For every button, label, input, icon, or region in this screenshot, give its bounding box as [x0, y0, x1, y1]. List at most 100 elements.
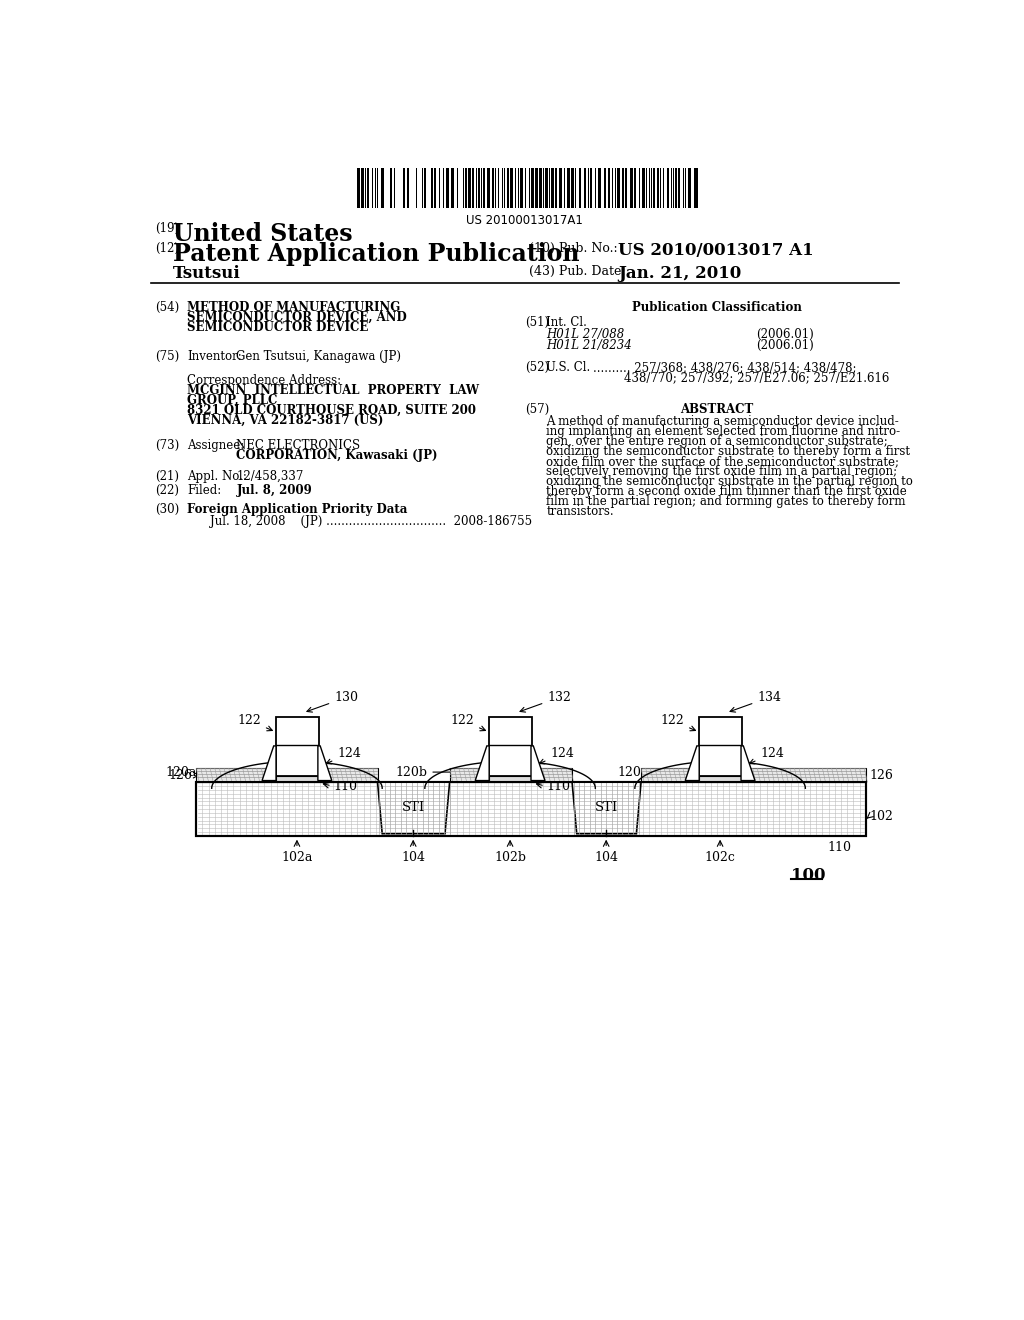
- Bar: [642, 168, 645, 207]
- Bar: [551, 168, 554, 207]
- Bar: [483, 168, 484, 207]
- Bar: [457, 168, 458, 207]
- Bar: [368, 168, 369, 207]
- Polygon shape: [378, 781, 450, 834]
- Bar: [465, 168, 467, 207]
- Text: 122: 122: [238, 714, 272, 731]
- Text: 438/770; 257/392; 257/E27.06; 257/E21.616: 438/770; 257/392; 257/E27.06; 257/E21.61…: [624, 371, 890, 384]
- Bar: [407, 168, 410, 207]
- Polygon shape: [317, 746, 332, 780]
- Polygon shape: [741, 746, 755, 780]
- Bar: [555, 168, 557, 207]
- Bar: [524, 168, 526, 207]
- Bar: [495, 168, 496, 207]
- Bar: [498, 168, 500, 207]
- Text: Correspondence Address:: Correspondence Address:: [187, 374, 341, 387]
- Text: 102c: 102c: [705, 851, 735, 865]
- Bar: [472, 168, 474, 207]
- Text: (52): (52): [525, 360, 550, 374]
- Bar: [656, 168, 658, 207]
- Text: Gen Tsutsui, Kanagawa (JP): Gen Tsutsui, Kanagawa (JP): [237, 350, 401, 363]
- Bar: [630, 168, 633, 207]
- Text: 120b: 120b: [395, 766, 469, 779]
- Text: 134: 134: [730, 690, 781, 711]
- Text: SEMICONDUCTOR DEVICE: SEMICONDUCTOR DEVICE: [187, 321, 369, 334]
- Text: Appl. No.:: Appl. No.:: [187, 470, 247, 483]
- Text: H01L 27/088: H01L 27/088: [547, 327, 625, 341]
- Text: 110: 110: [547, 780, 570, 793]
- Text: 8321 OLD COURTHOUSE ROAD, SUITE 200: 8321 OLD COURTHOUSE ROAD, SUITE 200: [187, 404, 476, 417]
- Bar: [438, 168, 440, 207]
- Bar: [634, 168, 636, 207]
- Bar: [424, 168, 426, 207]
- Text: Jan. 21, 2010: Jan. 21, 2010: [617, 264, 741, 281]
- Bar: [639, 168, 640, 207]
- Bar: [671, 168, 672, 207]
- Bar: [675, 168, 677, 207]
- Text: 124: 124: [750, 747, 784, 764]
- Text: 130: 130: [307, 690, 358, 711]
- Bar: [559, 168, 562, 207]
- Bar: [276, 717, 318, 776]
- Text: (54): (54): [155, 301, 179, 314]
- Bar: [416, 168, 417, 207]
- Bar: [663, 168, 665, 207]
- Bar: [431, 168, 432, 207]
- Text: Patent Application Publication: Patent Application Publication: [173, 243, 580, 267]
- Bar: [595, 168, 596, 207]
- Bar: [518, 168, 519, 207]
- Text: gen, over the entire region of a semiconductor substrate;: gen, over the entire region of a semicon…: [547, 434, 888, 447]
- Bar: [486, 168, 489, 207]
- Bar: [477, 168, 480, 207]
- Text: Filed:: Filed:: [187, 484, 221, 498]
- Text: (75): (75): [155, 350, 179, 363]
- Text: Jul. 8, 2009: Jul. 8, 2009: [237, 484, 312, 498]
- Text: 12/458,337: 12/458,337: [237, 470, 304, 483]
- Bar: [678, 168, 680, 207]
- Text: (10) Pub. No.:: (10) Pub. No.:: [529, 243, 618, 255]
- Text: 126: 126: [169, 768, 193, 781]
- Bar: [607, 168, 610, 207]
- Bar: [377, 168, 378, 207]
- Bar: [394, 168, 395, 207]
- Text: (2006.01): (2006.01): [756, 339, 813, 351]
- Text: 124: 124: [540, 747, 574, 764]
- Bar: [356, 168, 359, 207]
- Text: Assignee:: Assignee:: [187, 440, 244, 453]
- Text: (21): (21): [155, 470, 179, 483]
- Text: NEC ELECTRONICS: NEC ELECTRONICS: [237, 440, 360, 453]
- Bar: [614, 168, 616, 207]
- Bar: [390, 168, 391, 207]
- Text: Foreign Application Priority Data: Foreign Application Priority Data: [187, 503, 408, 516]
- Text: (22): (22): [155, 484, 179, 498]
- Bar: [598, 168, 601, 207]
- Text: 110: 110: [827, 841, 851, 854]
- Bar: [571, 168, 573, 207]
- Text: VIENNA, VA 22182-3817 (US): VIENNA, VA 22182-3817 (US): [187, 414, 383, 428]
- Text: US 20100013017A1: US 20100013017A1: [466, 214, 584, 227]
- Text: 122: 122: [451, 714, 485, 731]
- Bar: [683, 168, 684, 207]
- Bar: [276, 776, 318, 780]
- Text: A method of manufacturing a semiconductor device includ-: A method of manufacturing a semiconducto…: [547, 414, 899, 428]
- Text: (30): (30): [155, 503, 179, 516]
- Bar: [668, 168, 669, 207]
- Text: oxidizing the semiconductor substrate in the partial region to: oxidizing the semiconductor substrate in…: [547, 475, 913, 488]
- Text: H01L 21/8234: H01L 21/8234: [547, 339, 632, 351]
- Bar: [659, 168, 662, 207]
- Text: Int. Cl.: Int. Cl.: [547, 317, 588, 329]
- Text: thereby form a second oxide film thinner than the first oxide: thereby form a second oxide film thinner…: [547, 484, 907, 498]
- Text: STI: STI: [402, 801, 425, 814]
- Text: 102a: 102a: [282, 851, 312, 865]
- Text: METHOD OF MANUFACTURING: METHOD OF MANUFACTURING: [187, 301, 400, 314]
- Bar: [539, 168, 542, 207]
- Text: (12): (12): [155, 243, 179, 255]
- Text: 102b: 102b: [494, 851, 526, 865]
- Bar: [531, 168, 535, 207]
- Text: United States: United States: [173, 222, 352, 247]
- Polygon shape: [262, 746, 276, 780]
- Bar: [641, 768, 866, 781]
- Text: Tsutsui: Tsutsui: [173, 264, 241, 281]
- Bar: [361, 168, 364, 207]
- Text: (73): (73): [155, 440, 179, 453]
